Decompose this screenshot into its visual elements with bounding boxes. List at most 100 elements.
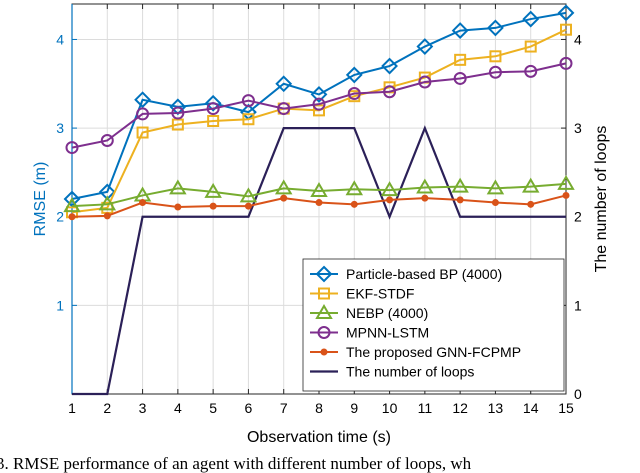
data-point <box>560 23 572 36</box>
data-point <box>312 97 326 111</box>
x-tick-label: 12 <box>452 400 468 416</box>
series-particle-based-bp-4000- <box>63 4 575 208</box>
series-line <box>71 11 567 200</box>
data-point <box>350 200 358 208</box>
data-point <box>310 182 328 198</box>
data-point <box>489 50 502 63</box>
x-tick-label: 11 <box>418 400 433 416</box>
legend-label: Particle-based BP (4000) <box>346 266 502 282</box>
data-point <box>98 195 117 211</box>
data-point <box>491 199 499 207</box>
data-point <box>524 40 537 53</box>
data-point <box>242 113 255 126</box>
legend-label: The proposed GNN-FCPMP <box>346 344 521 360</box>
x-tick-label: 2 <box>103 400 111 416</box>
x-tick-label: 15 <box>558 400 574 416</box>
x-tick-label: 3 <box>139 400 147 416</box>
data-point <box>207 115 220 127</box>
x-axis-label: Observation time (s) <box>247 429 391 446</box>
legend-marker <box>320 348 328 356</box>
legend-marker <box>315 304 333 319</box>
data-point <box>280 194 288 202</box>
data-point <box>451 22 469 40</box>
data-point <box>486 179 505 195</box>
data-point <box>206 102 220 116</box>
data-point <box>383 85 397 99</box>
y-right-tick-label: 2 <box>574 209 582 225</box>
data-point <box>100 134 114 147</box>
x-tick-label: 13 <box>488 400 504 416</box>
data-point <box>521 177 540 193</box>
series-the-number-of-loops <box>72 125 566 396</box>
data-point <box>557 174 575 190</box>
data-point <box>416 38 434 55</box>
data-point <box>134 91 151 109</box>
x-tick-label: 6 <box>245 400 253 416</box>
data-point <box>456 196 464 204</box>
data-point <box>488 65 502 79</box>
data-point <box>204 182 222 198</box>
data-point <box>63 197 81 213</box>
data-point <box>380 181 399 197</box>
y-left-tick-label: 3 <box>56 120 64 136</box>
legend-entry: Particle-based BP (4000) <box>310 265 502 283</box>
data-point <box>524 64 538 78</box>
y-left-tick-label: 4 <box>56 31 64 47</box>
x-tick-label: 4 <box>174 400 182 416</box>
series-line <box>71 182 567 208</box>
data-point <box>454 53 467 66</box>
legend-marker <box>317 326 331 339</box>
data-point <box>315 199 323 207</box>
data-point <box>274 179 293 195</box>
y-right-tick-label: 0 <box>574 386 582 402</box>
data-point <box>239 187 258 203</box>
legend-box <box>302 258 565 392</box>
data-point <box>557 4 575 22</box>
data-point <box>241 94 255 108</box>
y-left-tick-label: 1 <box>56 297 64 313</box>
legend-label: MPNN-LSTM <box>346 325 429 341</box>
x-tick-label: 7 <box>280 400 288 416</box>
figure-caption: 3. RMSE performance of an agent with dif… <box>0 454 472 473</box>
data-point <box>244 202 252 210</box>
legend-entry: The number of loops <box>310 364 474 380</box>
legend-entry: EKF-STDF <box>310 286 414 302</box>
legend-label: NEBP (4000) <box>346 305 428 321</box>
data-point <box>451 177 469 193</box>
data-point <box>347 87 361 101</box>
data-point <box>421 194 429 202</box>
data-point <box>345 180 364 196</box>
data-point <box>562 191 570 199</box>
x-tick-label: 1 <box>68 400 76 416</box>
legend-marker <box>318 287 330 300</box>
series-the-proposed-gnn-fcpmp <box>68 191 570 221</box>
y-right-tick-label: 4 <box>574 31 582 47</box>
x-tick-label: 9 <box>350 400 358 416</box>
legend-entry: NEBP (4000) <box>310 304 428 321</box>
data-point <box>559 56 573 70</box>
data-point <box>204 94 222 112</box>
data-point <box>386 196 394 204</box>
data-point <box>345 66 363 84</box>
data-point <box>139 199 147 207</box>
data-point <box>171 106 185 120</box>
series-line <box>71 62 567 149</box>
data-point <box>313 104 325 117</box>
data-point <box>453 71 467 85</box>
legend-entry: MPNN-LSTM <box>310 325 429 341</box>
x-tick-label: 14 <box>523 400 539 416</box>
data-point <box>136 107 150 121</box>
y-axis-right-label: The number of loops <box>593 126 610 273</box>
data-point <box>65 141 79 155</box>
data-point <box>416 178 434 194</box>
data-point <box>522 10 540 28</box>
y-right-tick-label: 3 <box>574 120 582 136</box>
x-tick-label: 8 <box>315 400 323 416</box>
y-left-tick-label: 2 <box>56 209 64 225</box>
data-point <box>310 85 328 103</box>
data-point <box>171 118 184 131</box>
legend-label: EKF-STDF <box>346 286 414 302</box>
series-layer <box>63 4 575 396</box>
